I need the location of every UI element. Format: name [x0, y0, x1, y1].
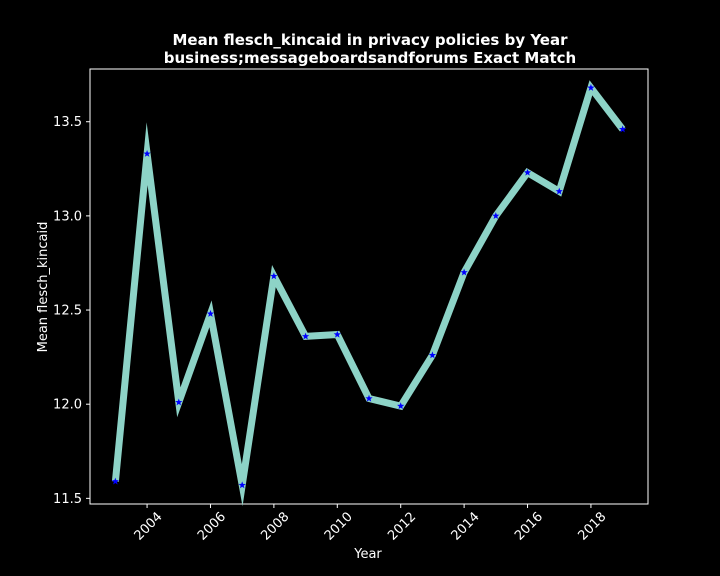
data-point-marker [555, 187, 563, 195]
data-point-marker [619, 125, 627, 133]
plot-area-frame [89, 68, 649, 505]
data-point-marker [111, 477, 119, 485]
series-layer [111, 80, 627, 507]
data-point-marker [206, 310, 215, 317]
y-tick-label: 12.0 [53, 398, 82, 413]
data-point-marker [428, 351, 437, 359]
data-point-marker [301, 332, 310, 340]
y-tick-label: 11.5 [53, 492, 82, 507]
y-tick-label: 12.5 [53, 304, 82, 319]
data-point-marker [143, 149, 151, 157]
data-point-marker [492, 212, 500, 219]
data-point-marker [587, 84, 595, 91]
chart-title: Mean flesch_kincaid in privacy policies … [172, 31, 568, 49]
data-point-marker [175, 398, 183, 406]
y-tick-label: 13.5 [53, 115, 82, 130]
data-point-marker [238, 481, 246, 489]
data-point-marker [270, 272, 278, 280]
data-point-marker [523, 168, 532, 176]
y-axis-ticks: 11.5 12.0 12.5 13.0 13.5 [53, 115, 90, 507]
data-point-marker [460, 268, 468, 276]
y-tick-label: 13.0 [53, 209, 82, 224]
data-point-marker [333, 330, 341, 338]
data-point-marker [397, 402, 405, 410]
data-point-marker [365, 394, 373, 402]
y-axis-label: Mean flesch_kincaid [36, 222, 51, 353]
chart-subtitle: business;messageboardsandforums Exact Ma… [164, 49, 576, 67]
x-axis-label: Year [353, 547, 382, 562]
